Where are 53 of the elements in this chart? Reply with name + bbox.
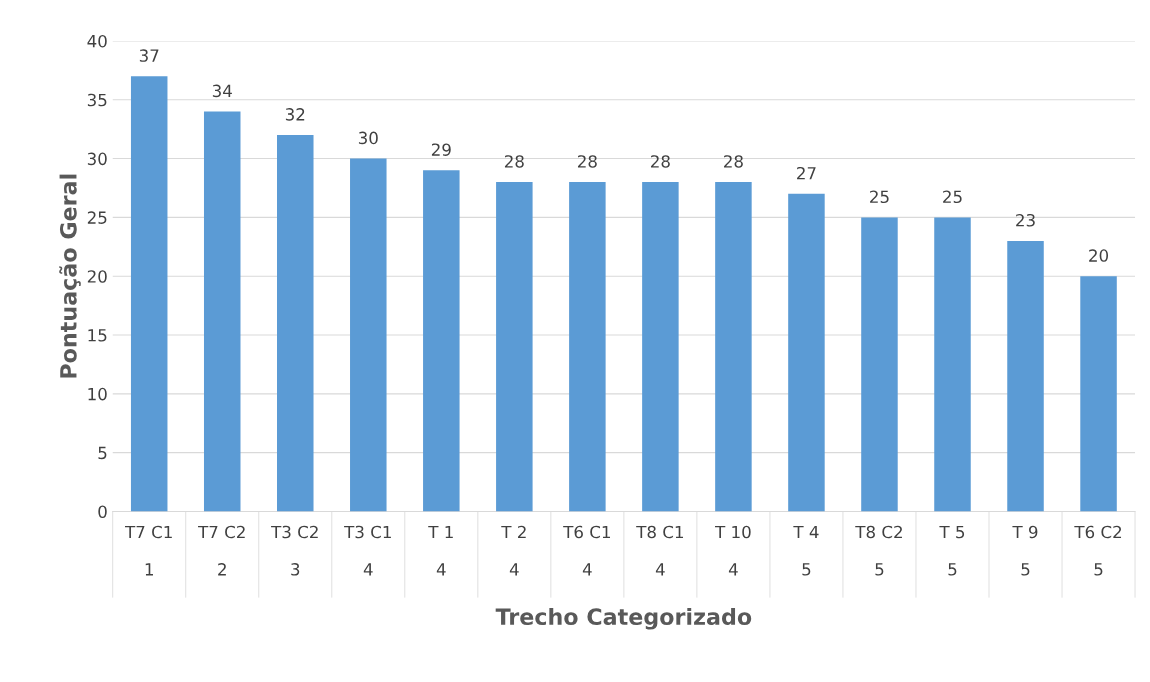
bar [569,182,606,512]
y-tick-label: 10 [88,387,107,401]
y-tick-label: 30 [87,152,107,166]
category-label: T3 C1 4 [344,525,391,576]
bar [934,217,971,512]
bar [496,182,533,512]
y-tick-label: 25 [87,211,107,224]
category-label: T6 C1 4 [563,525,610,576]
category-label: T 4 5 [793,525,819,576]
y-tick-label: 40 [87,34,107,48]
category-label: T 10 4 [715,525,751,576]
data-label: 37 [139,49,159,62]
category-label: T 1 4 [428,525,453,576]
bar [642,182,679,512]
category-label: T7 C2 2 [198,525,245,576]
data-label: 28 [651,155,670,168]
x-axis-title: Trecho Categorizado [495,607,752,630]
bar [203,111,241,512]
data-label: 20 [1089,249,1109,262]
data-label: 28 [724,155,743,168]
category-label: T6 C2 5 [1074,525,1122,576]
category-label: T8 C2 5 [855,525,902,576]
data-label: 23 [1016,213,1035,227]
bar [788,193,825,512]
category-label: T 2 4 [501,525,526,576]
bar [1080,276,1117,512]
y-tick-label: 0 [98,505,107,519]
data-label: 27 [797,166,816,180]
y-tick-label: 35 [87,93,107,107]
data-label: 28 [504,155,524,168]
category-label: T3 C2 3 [271,525,318,576]
category-label: T 9 5 [1012,525,1038,576]
y-axis-title: Pontuação Geral [59,174,81,378]
data-label: 25 [870,190,889,204]
bar [423,170,460,512]
category-label: T 5 5 [939,525,965,576]
bar [130,76,168,512]
bar [1007,240,1044,512]
data-label: 28 [577,155,597,168]
data-label: 30 [358,131,378,145]
y-tick-label: 5 [98,446,107,460]
y-tick-label: 20 [87,270,107,283]
data-label: 25 [943,190,962,204]
bar [277,135,314,512]
data-label: 34 [212,84,232,98]
bar [715,182,752,512]
category-label: T7 C1 1 [125,525,172,576]
data-label: 29 [431,143,451,156]
bar [861,217,898,512]
category-label: T8 C1 4 [636,525,684,576]
y-tick-label: 15 [88,329,107,342]
data-label: 32 [285,108,305,121]
bar [350,158,387,512]
